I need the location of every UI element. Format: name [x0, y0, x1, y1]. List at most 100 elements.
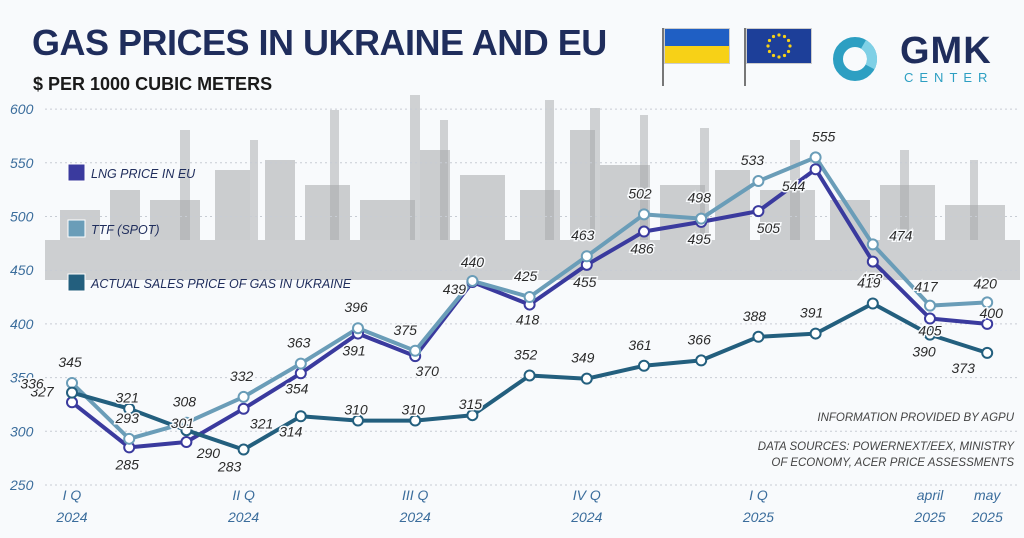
- data-point: [924, 312, 936, 325]
- data-label: 336: [20, 376, 44, 392]
- data-label: 321: [250, 416, 273, 432]
- data-point: [294, 357, 307, 370]
- skyline-building: [215, 170, 250, 240]
- data-point: [237, 402, 250, 415]
- data-label: 327: [30, 383, 55, 399]
- y-tick-label: 600: [10, 101, 34, 117]
- skyline-building: [150, 200, 200, 240]
- eu-star-icon: [777, 55, 781, 59]
- legend-label: ACTUAL SALES PRICE OF GAS IN UKRAINE: [90, 277, 352, 291]
- x-tick-label-year: 2025: [913, 509, 945, 525]
- data-label: 332: [230, 368, 254, 384]
- x-tick-label-year: 2025: [742, 509, 774, 525]
- data-point: [866, 255, 879, 268]
- eu-star-icon: [782, 34, 787, 39]
- data-point: [66, 396, 78, 409]
- skyline-building: [110, 190, 140, 240]
- data-point: [409, 344, 422, 357]
- data-label: 283: [217, 459, 242, 475]
- data-point: [237, 443, 250, 456]
- eu-star-icon: [786, 49, 791, 54]
- data-label: 418: [516, 312, 540, 328]
- skyline-chimney: [330, 110, 339, 240]
- data-point: [752, 175, 765, 188]
- skyline-building: [265, 160, 295, 240]
- x-tick-label-year: 2024: [570, 509, 602, 525]
- data-point: [866, 238, 879, 251]
- data-label: 502: [628, 185, 652, 201]
- data-point: [809, 163, 822, 176]
- data-point: [638, 359, 650, 372]
- flag-pole: [744, 28, 746, 86]
- data-label: 345: [58, 354, 82, 370]
- x-tick-label: IV Q: [573, 487, 601, 503]
- data-label: 370: [416, 363, 440, 379]
- x-tick-label-year: 2024: [399, 509, 431, 525]
- data-point: [924, 328, 936, 341]
- skyline-chimney: [970, 160, 978, 240]
- data-label: 388: [743, 308, 767, 324]
- skyline-building: [760, 190, 815, 240]
- data-label: 405: [918, 323, 942, 339]
- skyline-chimney: [700, 128, 709, 240]
- data-label: 321: [116, 390, 139, 406]
- legend: LNG PRICE IN EU TTF (SPOT) ACTUAL SALES PR…: [67, 163, 352, 292]
- logo-ring-icon: [833, 37, 877, 81]
- chart-title: GAS PRICES IN UKRAINE AND EU: [32, 22, 607, 63]
- data-point: [809, 327, 822, 340]
- data-label: 400: [980, 305, 1004, 321]
- data-label: 310: [344, 402, 368, 418]
- eu-star-icon: [788, 44, 792, 48]
- eu-star-icon: [782, 53, 787, 58]
- y-tick-label: 300: [10, 423, 34, 439]
- data-point: [809, 151, 822, 164]
- data-label: 439: [443, 281, 467, 297]
- x-tick-label: april: [917, 487, 944, 503]
- flag-pole: [662, 28, 664, 86]
- ukraine-flag-icon: [664, 28, 730, 64]
- y-tick-label: 450: [10, 262, 34, 278]
- skyline-chimney: [250, 140, 258, 240]
- skyline-building: [305, 185, 350, 240]
- legend-label: TTF (SPOT): [91, 223, 160, 237]
- data-label: 463: [571, 227, 595, 243]
- data-label: 366: [688, 331, 712, 347]
- legend-swatch: [67, 163, 86, 182]
- skyline-chimney: [590, 108, 600, 240]
- industrial-skyline: [45, 95, 1020, 280]
- data-point: [695, 212, 708, 225]
- footnote-info: INFORMATION PROVIDED BY AGPU: [817, 412, 1014, 424]
- data-point: [924, 299, 936, 312]
- data-point: [866, 297, 879, 310]
- skyline-chimney: [180, 130, 190, 240]
- data-label: 391: [342, 343, 365, 359]
- legend-label: LNG PRICE IN EU: [91, 167, 196, 181]
- data-label: 555: [812, 128, 836, 144]
- x-tick-label-year: 2024: [227, 509, 259, 525]
- data-point: [180, 424, 193, 437]
- x-tick-label: I Q: [63, 487, 82, 503]
- axes: 250 300 350 400 450 500 550 600 I Q 2024 II Q 2024 I…: [9, 101, 1003, 525]
- x-tick-label-year: 2025: [971, 509, 1003, 525]
- data-point: [638, 208, 650, 221]
- skyline-chimney: [440, 120, 448, 240]
- data-label: 419: [857, 274, 881, 290]
- x-tick-label: I Q: [749, 487, 768, 503]
- data-label: 486: [630, 241, 654, 257]
- eu-star-icon: [767, 49, 772, 54]
- y-tick-label: 400: [10, 316, 34, 332]
- data-label: 498: [688, 190, 712, 206]
- data-label: 495: [688, 231, 712, 247]
- y-tick-label: 350: [10, 370, 34, 386]
- data-point: [981, 346, 994, 359]
- data-point: [123, 432, 136, 445]
- data-label: 293: [115, 410, 140, 426]
- data-point: [352, 414, 364, 427]
- data-point: [294, 410, 307, 423]
- data-point: [66, 376, 78, 389]
- skyline-building: [460, 175, 505, 240]
- y-tick-label: 550: [10, 155, 34, 171]
- data-point: [523, 291, 536, 304]
